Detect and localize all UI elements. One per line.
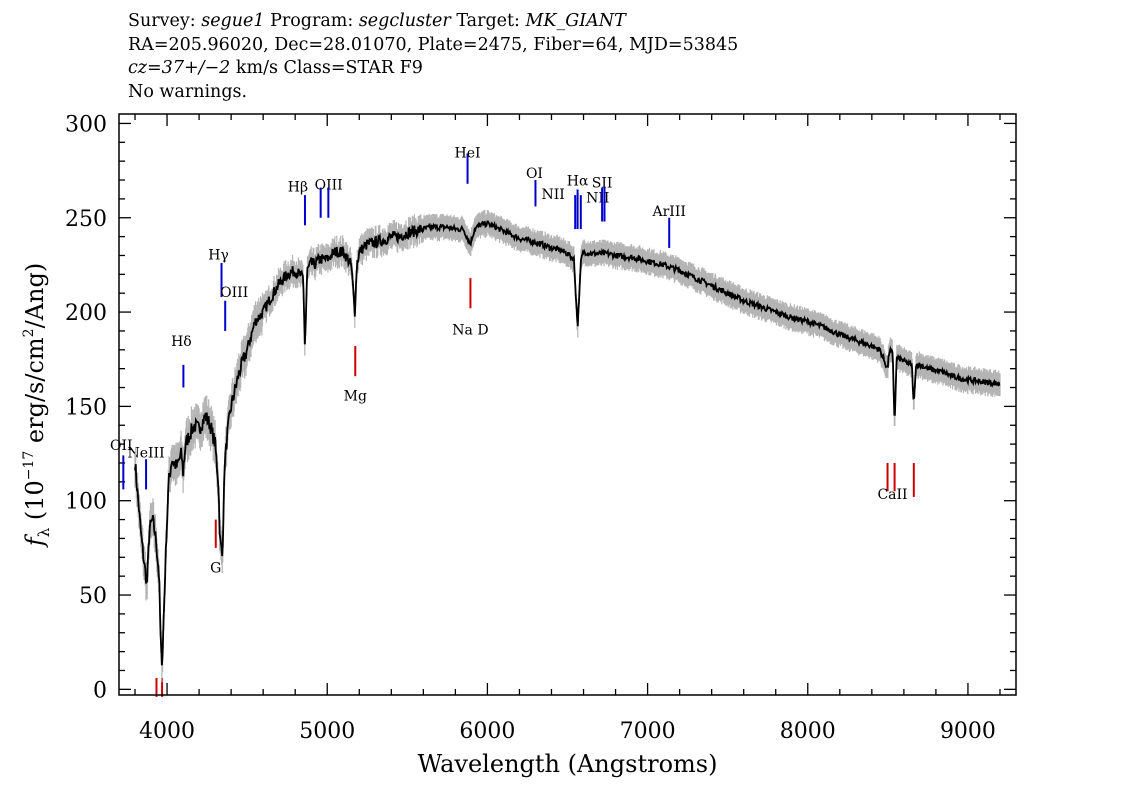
emission-line-label: OIII	[315, 177, 343, 193]
emission-line-label: OII	[110, 438, 133, 454]
emission-line-label: HeI	[455, 145, 481, 161]
y-tick-label: 200	[65, 301, 107, 326]
header-line-target: Survey: segue1 Program: segcluster Targe…	[128, 10, 738, 34]
absorption-line-label: G	[210, 560, 221, 576]
class-value: km/s Class=STAR F9	[230, 58, 423, 78]
emission-line-label: OI	[526, 166, 543, 182]
y-tick-label: 150	[65, 395, 107, 420]
emission-line-label: SII	[592, 176, 613, 192]
x-tick-label: 4000	[139, 719, 195, 744]
target-label: Target:	[450, 11, 526, 31]
y-tick-label: 0	[93, 678, 107, 703]
x-tick-label: 6000	[459, 719, 515, 744]
emission-line-label: OIII	[220, 285, 248, 301]
program-value: segcluster	[358, 11, 451, 31]
x-axis-title: Wavelength (Angstroms)	[418, 750, 718, 778]
emission-line-label: ArIII	[652, 204, 686, 220]
emission-line-label: Hδ	[171, 334, 192, 350]
y-tick-label: 100	[65, 490, 107, 515]
x-tick-label: 9000	[940, 719, 996, 744]
plot-series	[134, 209, 1001, 683]
header-line-redshift: cz=37+/−2 km/s Class=STAR F9	[128, 57, 738, 81]
y-tick-label: 300	[65, 112, 107, 137]
y-axis-title: fλ (10−17 erg/s/cm2/Ang)	[21, 263, 53, 548]
emission-line-label: NII	[586, 191, 609, 207]
target-value: MK_GIANT	[525, 11, 626, 31]
y-tick-label: 250	[65, 207, 107, 232]
absorption-line-label: Na D	[452, 323, 488, 339]
redshift-value: cz=37+/−2	[128, 58, 231, 78]
x-tick-label: 7000	[620, 719, 676, 744]
x-tick-label: 5000	[299, 719, 355, 744]
emission-line-label: Hα	[567, 174, 589, 190]
error-band	[134, 209, 1001, 683]
spectrum-header: Survey: segue1 Program: segcluster Targe…	[128, 10, 738, 104]
survey-label: Survey:	[128, 11, 202, 31]
survey-value: segue1	[201, 11, 265, 31]
absorption-line-label: CaII	[877, 487, 907, 503]
x-tick-label: 8000	[780, 719, 836, 744]
emission-line-label: NeIII	[127, 445, 164, 461]
header-line-coordinates: RA=205.96020, Dec=28.01070, Plate=2475, …	[128, 34, 739, 55]
emission-line-label: Hγ	[208, 247, 229, 263]
program-label: Program:	[264, 11, 359, 31]
axis-ticks: 4000 5000 6000 7000 8000 9000 0 50 100 150 200 250 3…	[65, 112, 1016, 744]
y-tick-label: 50	[79, 584, 107, 609]
absorption-line-label: Mg	[344, 389, 367, 405]
emission-line-label: Hβ	[288, 179, 308, 195]
plot-frame	[118, 113, 1017, 696]
flux-line	[134, 220, 1001, 666]
emission-line-label: NII	[542, 187, 565, 203]
header-line-warnings: No warnings.	[128, 81, 248, 102]
